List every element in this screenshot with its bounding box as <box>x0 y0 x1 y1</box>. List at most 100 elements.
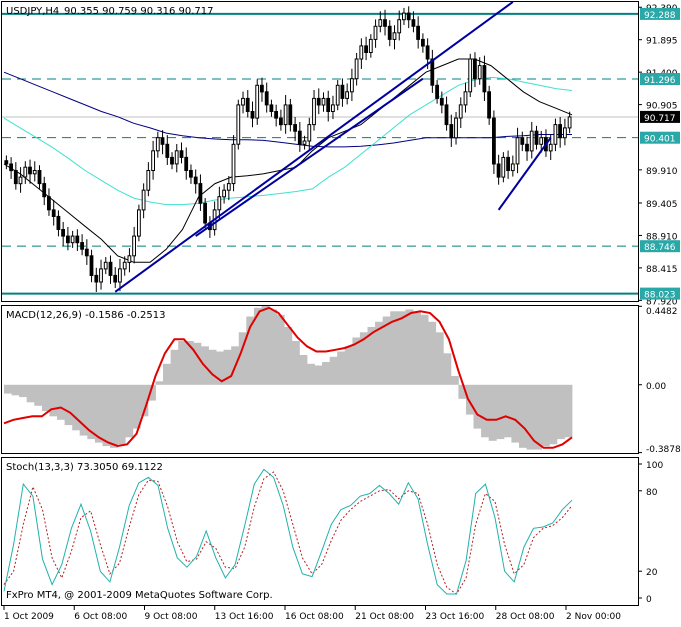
candle-body <box>297 130 302 145</box>
candle-body <box>94 274 99 283</box>
candle-body <box>449 124 454 139</box>
macd-bar <box>382 316 391 385</box>
macd-bar <box>496 384 505 440</box>
time-tick-label: 1 Oct 2009 <box>4 612 54 622</box>
macd-bar <box>49 384 58 417</box>
price-box <box>640 110 680 123</box>
candle-body <box>378 19 383 27</box>
candle-body <box>236 104 241 145</box>
macd-bar <box>352 337 361 385</box>
candle-body <box>553 124 558 145</box>
time-tick-label: 16 Oct 08:00 <box>285 612 344 622</box>
macd-bar <box>26 384 35 403</box>
ohlc-values: 90.355 90.759 90.316 90.717 <box>64 6 214 17</box>
stochastic-axis: 100 80 20 0 <box>638 461 663 605</box>
time-tick-label: 2 Nov 00:00 <box>566 612 621 622</box>
macd-bar <box>185 341 194 385</box>
macd-bar <box>481 384 490 438</box>
candle-body <box>198 183 203 204</box>
macd-tick-label: 0.4482 <box>646 307 678 317</box>
price-box-label: 88.023 <box>644 291 676 301</box>
candle-body <box>430 58 435 86</box>
candle-body <box>510 163 515 172</box>
candle-body <box>373 25 378 40</box>
price-box <box>640 131 680 144</box>
candle-body <box>203 202 207 224</box>
time-tick-label: 13 Oct 16:00 <box>215 612 274 622</box>
candle-body <box>406 12 411 21</box>
macd-bar <box>375 321 384 385</box>
candle-body <box>170 156 174 165</box>
candle-body <box>66 235 70 244</box>
candle-body <box>525 143 529 152</box>
macd-bar <box>503 384 512 438</box>
candle-body <box>245 97 250 113</box>
price-box-label: 88.746 <box>644 243 676 253</box>
macd-bar <box>556 384 565 440</box>
candle-body <box>279 117 283 126</box>
candle-body <box>146 170 151 191</box>
macd-bar <box>519 384 527 448</box>
candle-body <box>463 91 468 106</box>
time-axis: 1 Oct 2009 6 Oct 08:00 9 Oct 08:00 13 Oct 1… <box>3 606 621 622</box>
candle-body <box>155 137 160 152</box>
macd-bar <box>367 327 376 385</box>
macd-bar <box>329 356 338 385</box>
macd-bar <box>337 351 346 385</box>
candle-body <box>558 124 563 139</box>
price-tick-label: 89.405 <box>646 200 678 210</box>
macd-bar <box>132 384 141 429</box>
macd-bar <box>72 384 81 431</box>
panel-frames <box>1 1 639 606</box>
price-box-label: 91.296 <box>644 76 676 86</box>
candle-body <box>435 84 440 99</box>
candle-body <box>567 116 572 129</box>
candle-body <box>260 84 264 93</box>
trendlines[interactable] <box>114 2 552 293</box>
macd-bar <box>102 384 111 447</box>
time-tick-label: 6 Oct 08:00 <box>74 612 127 622</box>
stochastic-tick-label: 0 <box>646 595 652 605</box>
macd-bar <box>526 384 535 450</box>
macd-bar <box>253 307 262 385</box>
candle-body <box>439 97 444 106</box>
macd-signal <box>3 306 573 449</box>
macd-bar <box>216 351 225 385</box>
macd-bar <box>19 384 28 398</box>
candle-body <box>127 255 132 263</box>
macd-bar <box>94 384 103 443</box>
macd-bar <box>147 384 156 401</box>
macd-bar <box>208 349 217 385</box>
candle-body <box>193 176 198 185</box>
candle-body <box>340 84 345 99</box>
candle-body <box>70 235 75 244</box>
macd-bar <box>110 384 118 448</box>
candle-body <box>151 150 155 172</box>
candle-body <box>458 104 463 119</box>
macd-bar <box>435 332 444 385</box>
candle-body <box>9 163 13 172</box>
macd-bar <box>314 365 323 385</box>
price-box <box>640 240 680 253</box>
candle-body <box>307 124 312 142</box>
candle-body <box>468 58 473 93</box>
candle-body <box>416 25 421 40</box>
candle-body <box>515 137 520 165</box>
macd-bar <box>541 384 550 447</box>
candle-body <box>312 97 316 126</box>
candle-body <box>32 170 37 175</box>
macd-bar <box>64 384 73 426</box>
macd-bar <box>125 384 134 438</box>
candle-body <box>354 58 359 80</box>
macd-tick-label: -0.3878 <box>646 445 681 455</box>
macd-bar <box>322 362 331 385</box>
macd-bar <box>299 355 308 385</box>
candle-body <box>84 248 89 257</box>
moving-average-line <box>3 76 573 206</box>
candle-body <box>387 25 392 40</box>
candle-body <box>226 183 231 191</box>
candle-body <box>321 97 326 106</box>
